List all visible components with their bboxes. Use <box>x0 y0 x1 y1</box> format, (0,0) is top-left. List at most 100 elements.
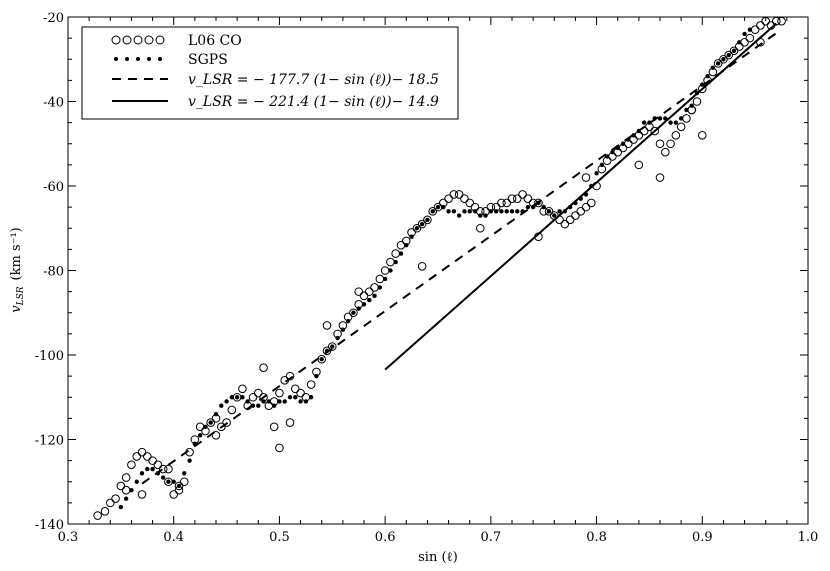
sgps-point <box>446 209 451 214</box>
sgps-point <box>721 57 726 62</box>
sgps-point <box>404 242 409 248</box>
co-point <box>777 17 786 26</box>
co-point <box>248 392 258 402</box>
sgps-point <box>478 213 483 218</box>
sgps-point <box>356 306 361 311</box>
sgps-point <box>187 458 192 463</box>
sgps-series <box>118 27 753 510</box>
co-point <box>507 194 517 203</box>
y-tick-label: -80 <box>43 265 64 280</box>
sgps-point <box>589 183 594 189</box>
sgps-point <box>647 120 652 125</box>
co-point <box>111 494 120 503</box>
co-point <box>206 418 216 427</box>
sgps-point <box>631 133 636 138</box>
sgps-point <box>393 259 398 265</box>
legend-label-dashed: v_LSR = − 177.7 (1− sin (ℓ))− 18.5 <box>188 72 439 88</box>
co-point <box>423 215 432 225</box>
sgps-point <box>430 209 435 214</box>
y-axis-label-sub: LSR <box>16 286 26 306</box>
co-point <box>460 194 469 203</box>
co-point <box>105 498 115 508</box>
co-point <box>454 190 464 199</box>
co-point <box>227 405 237 415</box>
co-point <box>560 219 570 229</box>
sgps-point <box>520 209 525 214</box>
co-point <box>571 211 580 220</box>
co-point <box>259 363 268 372</box>
sgps-point <box>298 399 303 404</box>
sgps-point <box>641 120 647 125</box>
sgps-point <box>314 373 319 379</box>
sgps-point <box>256 403 261 408</box>
co-point <box>116 481 126 491</box>
co-point <box>322 346 332 356</box>
co-point <box>581 202 591 212</box>
sgps-point <box>123 496 129 501</box>
co-point <box>713 59 723 68</box>
y-tick-label: -140 <box>35 518 64 533</box>
co-point <box>412 223 422 233</box>
sgps-point <box>250 403 256 408</box>
sgps-point <box>488 209 494 214</box>
sgps-point <box>499 209 504 214</box>
co-point <box>512 194 522 203</box>
co-point <box>132 452 142 461</box>
co-point <box>275 443 284 453</box>
sgps-point <box>567 204 573 210</box>
sgps-point <box>678 116 684 121</box>
sgps-point <box>610 150 615 155</box>
y-tick-label: -20 <box>43 11 64 26</box>
co-point <box>544 207 554 216</box>
sgps-point <box>118 504 124 510</box>
co-point <box>179 477 189 487</box>
co-point <box>655 139 665 149</box>
sgps-point <box>525 204 531 210</box>
sgps-point <box>747 27 753 32</box>
co-point <box>676 122 686 132</box>
sgps-point <box>541 204 546 210</box>
co-point <box>280 376 290 385</box>
sgps-point <box>208 420 213 425</box>
sgps-point <box>546 209 552 214</box>
co-point <box>729 46 739 56</box>
sgps-point <box>234 395 240 400</box>
co-point <box>354 287 364 296</box>
y-axis-label-main: v <box>9 305 24 313</box>
sgps-point <box>245 399 250 404</box>
sgps-point <box>562 209 568 214</box>
x-tick-label: 0.6 <box>375 530 396 545</box>
sgps-point <box>345 319 351 324</box>
sgps-point <box>160 475 166 480</box>
x-axis-label: sin (ℓ) <box>418 550 458 565</box>
sgps-point <box>224 399 229 404</box>
sgps-point <box>367 297 372 303</box>
sgps-point <box>441 204 446 210</box>
co-point <box>724 50 734 60</box>
sgps-point <box>308 395 314 400</box>
sgps-point <box>493 209 499 214</box>
sgps-point <box>472 209 478 214</box>
sgps-point <box>166 479 171 484</box>
sgps-point <box>351 310 356 315</box>
sgps-point <box>483 213 488 218</box>
legend-marker-sgps <box>114 57 162 61</box>
co-point <box>174 481 184 491</box>
legend-box <box>81 26 459 120</box>
co-point <box>211 430 221 440</box>
co-point <box>534 232 543 241</box>
sgps-point <box>530 204 536 210</box>
x-tick-label: 0.5 <box>269 530 290 545</box>
y-tick-label: -60 <box>43 180 64 195</box>
co-point <box>660 147 670 157</box>
co-point <box>565 215 575 225</box>
sgps-point <box>330 344 335 349</box>
legend-label-sgps: SGPS <box>188 52 228 68</box>
sgps-point <box>176 483 182 489</box>
sgps-point <box>462 209 467 214</box>
co-point <box>428 207 438 216</box>
sgps-point <box>213 411 219 417</box>
co-point <box>359 291 369 301</box>
x-tick-label: 1.0 <box>798 530 819 545</box>
